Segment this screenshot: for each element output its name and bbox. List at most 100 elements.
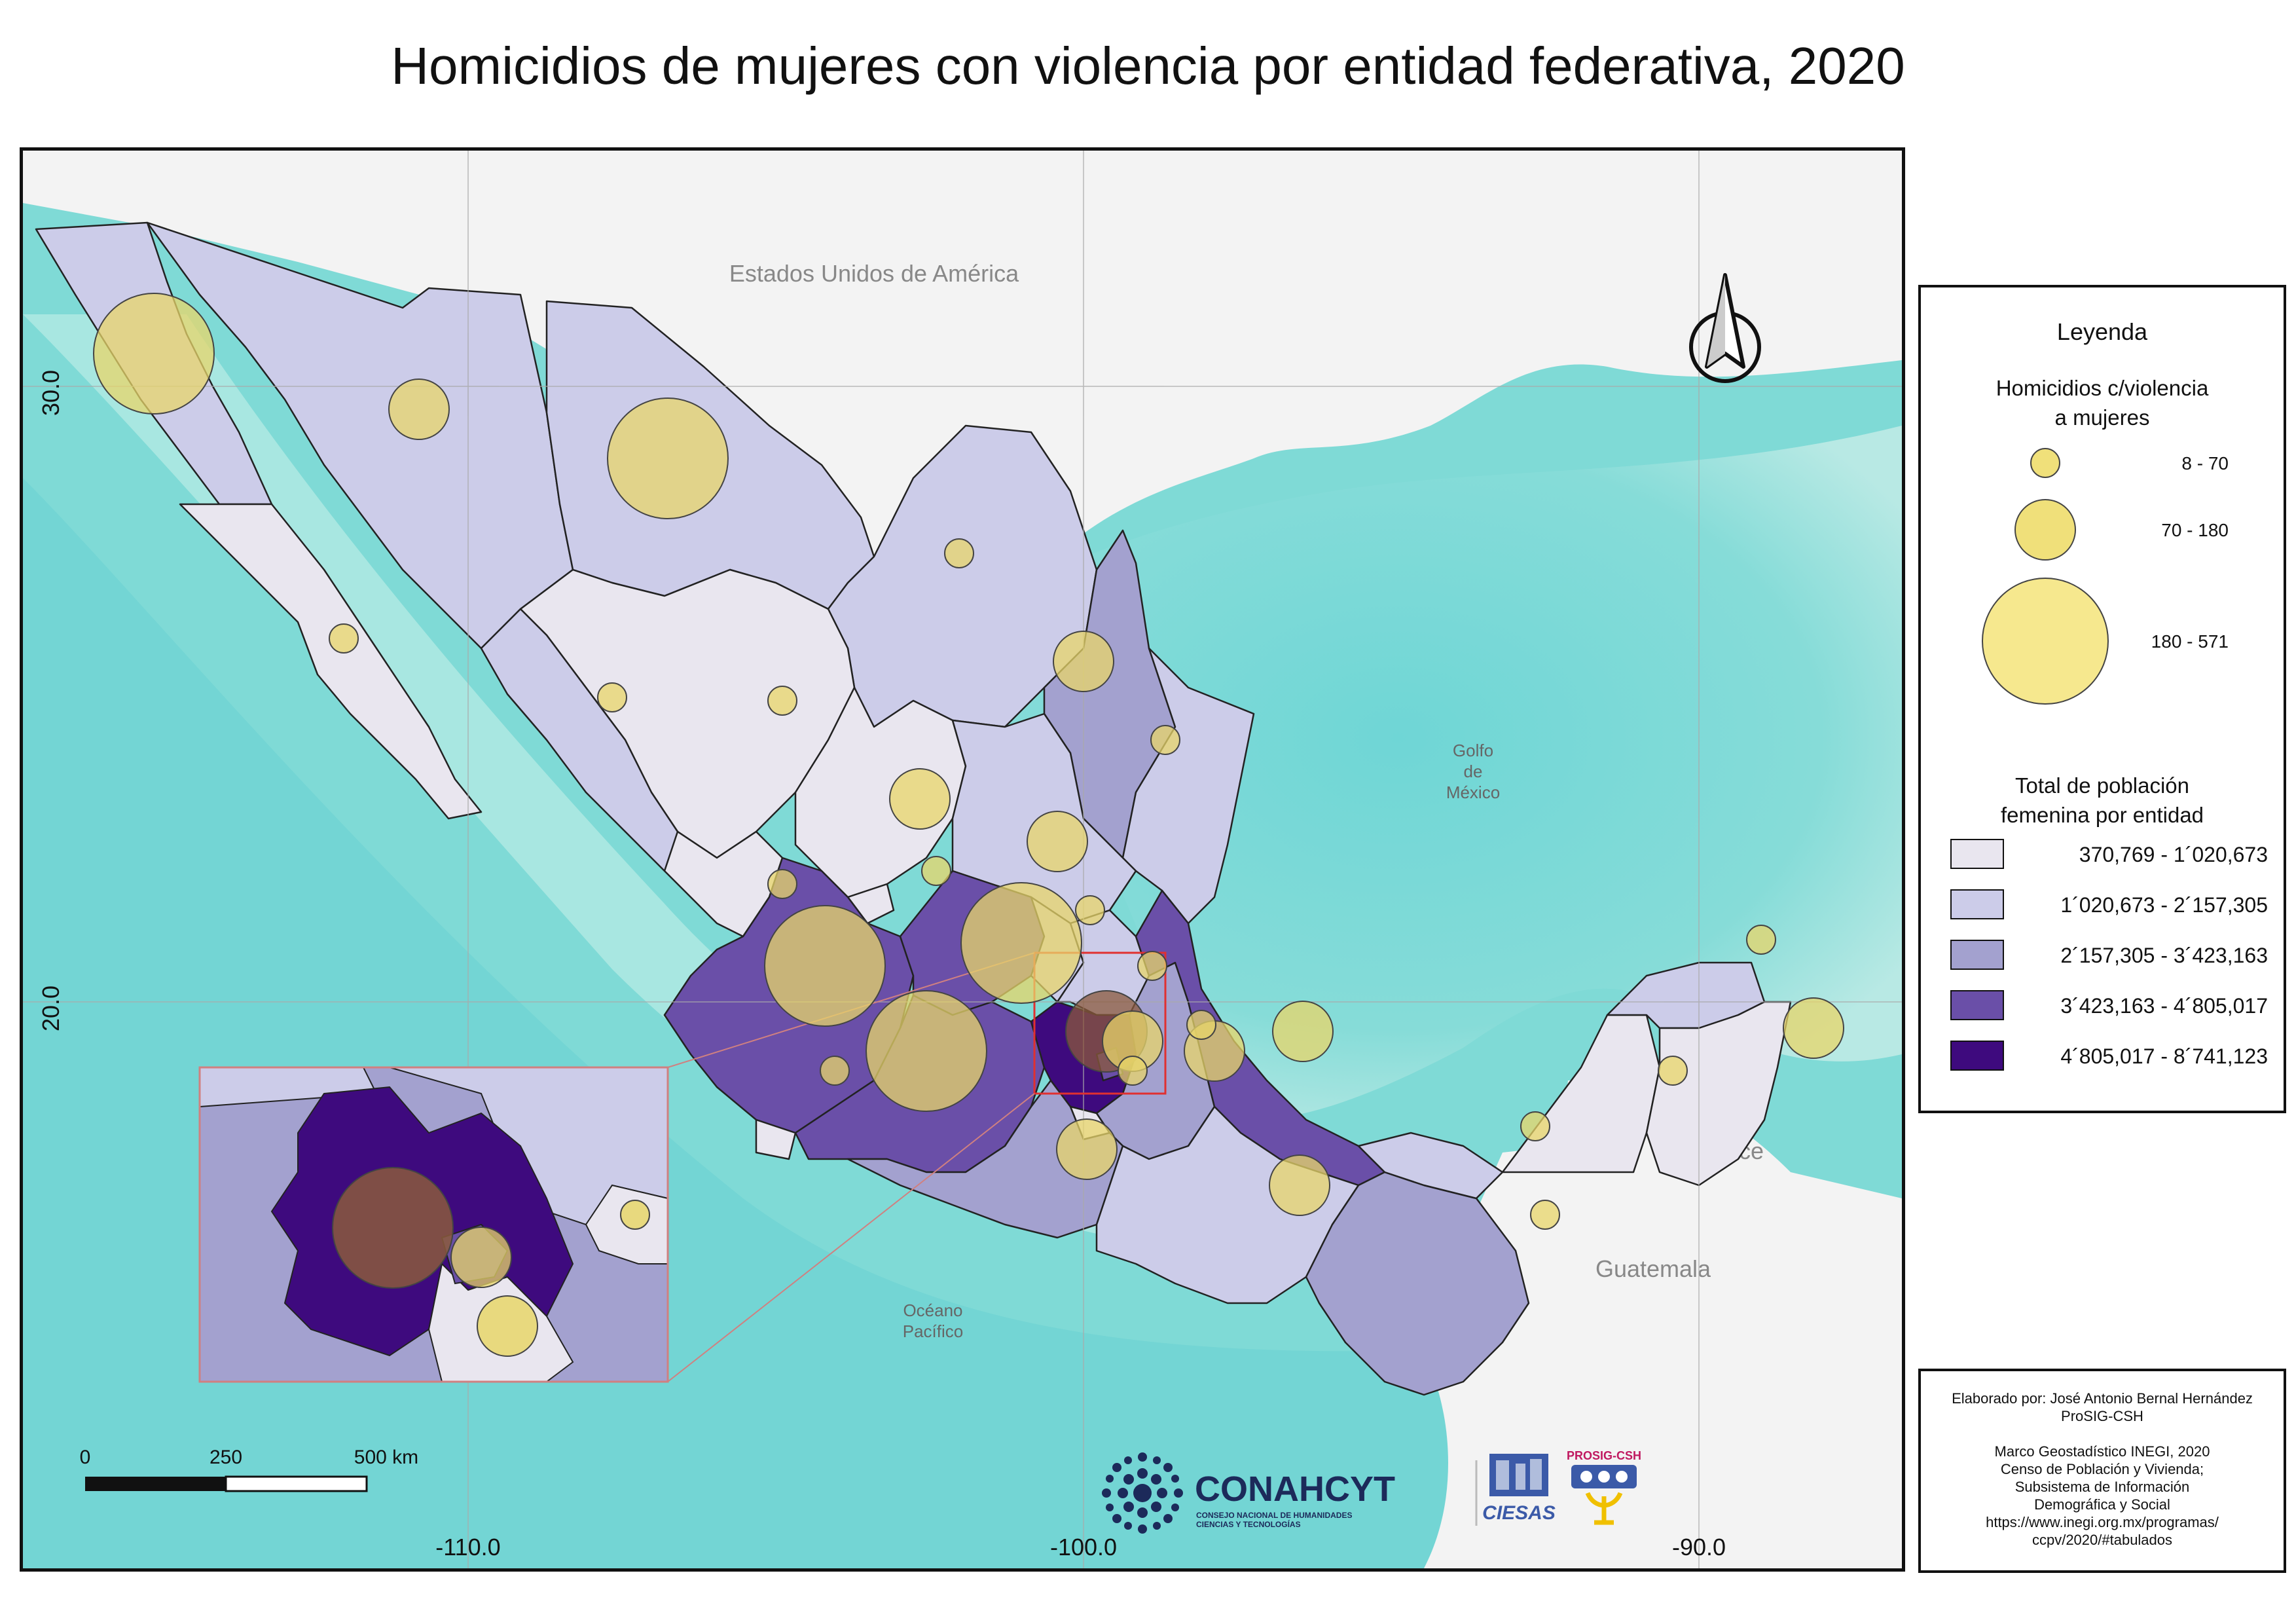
state-baja-california-sur xyxy=(179,503,483,820)
map-frame[interactable]: Estados Unidos de América Belice Guatema… xyxy=(20,147,1905,1572)
legend-swatch-class-4 xyxy=(1950,990,2004,1020)
bubble-nayarit xyxy=(767,869,797,899)
bubble-san-luis-potosi xyxy=(1027,811,1088,872)
lon-label-110: -110.0 xyxy=(435,1534,500,1560)
legend-bubble-medium-label: 70 - 180 xyxy=(2161,520,2229,540)
bubble-zacatecas xyxy=(889,768,951,830)
bubble-colima xyxy=(820,1056,850,1086)
conahcyt-logo: CONAHCYT CONSEJO NACIONAL DE HUMANIDADES… xyxy=(1102,1452,1395,1534)
scale-label-500: 500 km xyxy=(354,1447,418,1468)
legend-swatch-class-3 xyxy=(1950,940,2004,970)
bubble-veracruz xyxy=(1272,1001,1334,1062)
legend-class-1-label: 370,769 - 1´020,673 xyxy=(2079,843,2268,866)
credits-line-source-2: Censo de Población y Vivienda; xyxy=(2000,1461,2204,1477)
gulf-label-1: Golfo xyxy=(1453,741,1493,760)
legend-swatch-class-2 xyxy=(1950,889,2004,919)
state-quintana-roo xyxy=(1645,1001,1792,1187)
bubble-hidalgo xyxy=(1137,951,1167,981)
inset-bubble-morelos xyxy=(477,1295,538,1357)
bubble-durango xyxy=(767,686,797,716)
inset-map[interactable] xyxy=(198,1066,669,1383)
bubble-tabasco xyxy=(1520,1111,1550,1141)
bubble-yucatan xyxy=(1746,925,1776,955)
bubble-guanajuato xyxy=(960,882,1082,1004)
bubble-guerrero xyxy=(1056,1118,1118,1180)
conahcyt-subtitle-2: CIENCIAS Y TECNOLOGÍAS xyxy=(1196,1519,1301,1529)
bubble-sonora xyxy=(388,378,450,440)
bubble-chiapas xyxy=(1530,1200,1560,1230)
lat-label-20: 20.0 xyxy=(37,986,64,1031)
legend-bubble-small-label: 8 - 70 xyxy=(2181,453,2229,473)
legend-box: Leyenda Homicidios c/violencia a mujeres… xyxy=(1918,285,2286,1113)
scale-label-250: 250 xyxy=(210,1447,242,1468)
legend-swatch-class-5 xyxy=(1950,1041,2004,1071)
credits-line-url-1[interactable]: https://www.inegi.org.mx/programas/ xyxy=(1986,1514,2219,1530)
usa-land xyxy=(23,151,1902,648)
usa-label: Estados Unidos de América xyxy=(729,260,1019,287)
legend-class-2-label: 1´020,673 - 2´157,305 xyxy=(2060,893,2268,917)
legend-canvas: Leyenda Homicidios c/violencia a mujeres… xyxy=(1950,318,2268,1071)
credits-line-source-1: Marco Geostadístico INEGI, 2020 xyxy=(1994,1443,2210,1460)
bubble-oaxaca xyxy=(1269,1154,1330,1216)
credits-line-source-3: Subsistema de Información xyxy=(2014,1479,2190,1495)
ciesas-logo: CIESAS xyxy=(1482,1454,1556,1524)
credits-line-spacer xyxy=(1921,1425,2284,1443)
map-title: Homicidios de mujeres con violencia por … xyxy=(391,37,1905,95)
pacific-label-1: Océano xyxy=(903,1301,962,1320)
conahcyt-subtitle-1: CONSEJO NACIONAL DE HUMANIDADES xyxy=(1196,1511,1352,1520)
zoom-leader-line xyxy=(667,1093,1035,1382)
state-zacatecas xyxy=(794,686,967,898)
inset-bubble-estado-de-mexico xyxy=(332,1167,454,1289)
bubbles-title-1: Homicidios c/violencia xyxy=(1996,376,2209,400)
prosig-wordmark: PROSIG-CSH xyxy=(1567,1449,1641,1462)
population-title-1: Total de población xyxy=(2015,773,2189,798)
state-tabasco xyxy=(1357,1132,1504,1200)
north-arrow-icon xyxy=(1689,273,1761,383)
legend-bubble-large-label: 180 - 571 xyxy=(2151,631,2229,652)
legend-class-4-label: 3´423,163 - 4´805,017 xyxy=(2060,994,2268,1018)
gulf-label-2: de xyxy=(1464,762,1483,781)
scale-label-0: 0 xyxy=(80,1447,91,1468)
bubble-queretaro xyxy=(1075,895,1105,925)
scale-bar: 0 250 500 km xyxy=(80,1447,418,1492)
prosig-logo: PROSIG-CSH xyxy=(1567,1449,1641,1525)
bubble-coahuila xyxy=(944,538,974,568)
pacific-label-2: Pacífico xyxy=(903,1321,964,1341)
population-title-2: femenina por entidad xyxy=(2001,803,2204,827)
zoom-extent-rect xyxy=(1033,951,1167,1095)
homicide-bubbles xyxy=(93,293,1844,1230)
bubble-chihuahua xyxy=(607,397,729,519)
bubble-morelos xyxy=(1118,1056,1148,1086)
credits-line-url-2[interactable]: ccpv/2020/#tabulados xyxy=(2032,1532,2173,1548)
legend-title: Leyenda xyxy=(2057,318,2148,345)
guatemala-label: Guatemala xyxy=(1595,1255,1711,1282)
ciesas-wordmark: CIESAS xyxy=(1482,1502,1556,1524)
bubble-sinaloa xyxy=(597,682,627,712)
central-america-land xyxy=(1339,1080,1902,1568)
credits-line-author: Elaborado por: José Antonio Bernal Herná… xyxy=(1952,1390,2253,1407)
legend-bubble-small xyxy=(2030,448,2060,478)
bubble-baja-california-sur xyxy=(329,623,359,654)
conahcyt-wordmark: CONAHCYT xyxy=(1195,1469,1395,1509)
bubble-baja-california xyxy=(93,293,215,415)
legend-class-5-label: 4´805,017 - 8´741,123 xyxy=(2060,1044,2268,1068)
legend-class-3-label: 2´157,305 - 3´423,163 xyxy=(2060,944,2268,967)
bubble-campeche xyxy=(1658,1056,1688,1086)
credits-box: Elaborado por: José Antonio Bernal Herná… xyxy=(1918,1369,2286,1573)
bubble-michoacan xyxy=(866,990,987,1112)
bubble-jalisco xyxy=(764,905,886,1027)
bubble-nuevo-leon xyxy=(1053,631,1114,692)
legend-bubble-large xyxy=(1982,578,2109,705)
inset-bubble-cdmx xyxy=(450,1227,512,1288)
legend-bubble-medium xyxy=(2014,499,2076,561)
bubbles-title-2: a mujeres xyxy=(2055,405,2150,430)
legend-swatch-class-1 xyxy=(1950,839,2004,869)
lat-label-30: 30.0 xyxy=(37,370,64,416)
map-canvas[interactable]: Estados Unidos de América Belice Guatema… xyxy=(23,151,1902,1568)
lon-label-90: -90.0 xyxy=(1672,1534,1726,1560)
bubble-tamaulipas xyxy=(1150,725,1180,755)
credits-line-source-4: Demográfica y Social xyxy=(2034,1496,2170,1513)
bubble-aguascalientes xyxy=(921,856,951,886)
gulf-label-3: México xyxy=(1446,783,1500,802)
credits-line-affiliation: ProSIG-CSH xyxy=(2061,1408,2143,1424)
